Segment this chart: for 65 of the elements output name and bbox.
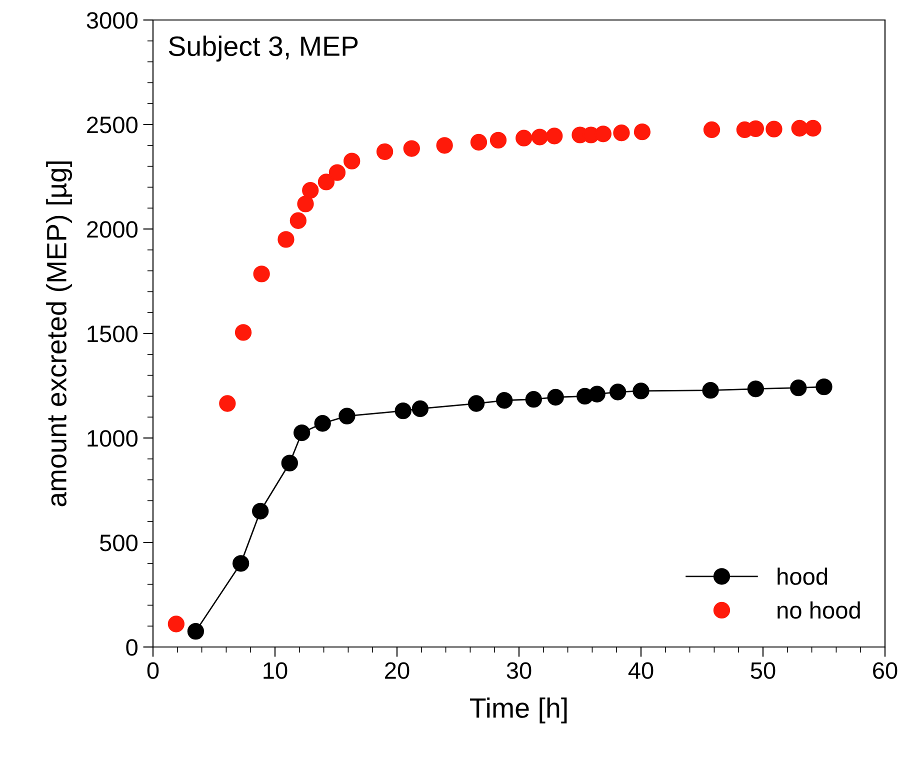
y-tick-label: 500 (100, 534, 138, 552)
point (318, 174, 335, 190)
x-tick-label: 40 (628, 662, 654, 679)
point (302, 182, 319, 199)
point (588, 386, 606, 402)
point (470, 134, 488, 151)
point (490, 132, 507, 149)
point (219, 395, 236, 412)
x-tick-label: 60 (873, 662, 898, 679)
x-tick-label: 30 (506, 662, 532, 679)
x-tick-label: 0 (147, 662, 159, 679)
point (338, 408, 356, 424)
y-tick-label: 0 (126, 639, 138, 656)
x-tick-label: 20 (385, 662, 410, 679)
point (546, 128, 563, 144)
point (297, 196, 314, 212)
point (403, 140, 420, 157)
x-axis-title: Time [h] (470, 697, 567, 724)
point (314, 415, 331, 432)
point (516, 130, 532, 146)
point (412, 400, 429, 418)
point (634, 123, 651, 140)
point (278, 231, 294, 248)
legend-label: hood (778, 568, 828, 585)
point (496, 392, 513, 409)
point (747, 380, 764, 398)
point (766, 120, 782, 138)
point (328, 164, 346, 181)
y-tick-label: 3000 (86, 12, 138, 29)
point (294, 424, 310, 442)
y-tick-label: 1500 (88, 326, 138, 342)
point (187, 622, 204, 640)
point (531, 128, 548, 146)
point (613, 124, 630, 142)
point (702, 382, 719, 399)
y-tick-label: 2000 (87, 221, 138, 238)
point (168, 616, 185, 632)
text: Subject 3, MEP (168, 36, 358, 62)
x-tick-label: 50 (750, 662, 776, 679)
point (703, 121, 720, 138)
point (790, 380, 807, 396)
point (632, 382, 650, 400)
point (290, 212, 307, 229)
point (253, 266, 270, 282)
x-tick-label: 10 (264, 662, 288, 679)
point (394, 402, 412, 420)
point (232, 555, 250, 572)
point (609, 384, 626, 400)
point (804, 120, 822, 137)
y-axis-title: amount excreted (MEP) [µg] (46, 162, 72, 506)
point (234, 324, 252, 341)
legend-label: no hood (778, 601, 860, 619)
point (816, 378, 832, 396)
point (281, 454, 298, 472)
point (436, 137, 453, 154)
point (547, 388, 564, 406)
point (252, 502, 269, 520)
point (344, 152, 360, 170)
point (376, 143, 394, 160)
point (468, 395, 485, 412)
point (791, 120, 808, 137)
y-tick-label: 2500 (87, 116, 138, 134)
point (594, 126, 612, 142)
point (525, 391, 542, 408)
y-tick-label: 1000 (88, 430, 138, 447)
